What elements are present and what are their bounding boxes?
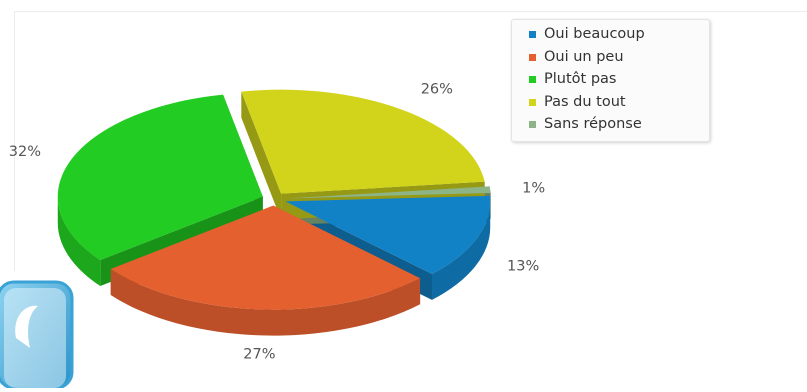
- pie-slice[interactable]: [285, 186, 491, 199]
- pie-data-label: 26%: [421, 82, 453, 98]
- pie-slice-side: [432, 201, 491, 300]
- legend-label: Plutôt pas: [544, 71, 617, 87]
- pie-slice[interactable]: [110, 205, 421, 310]
- legend-item[interactable]: Sans réponse: [529, 113, 709, 136]
- chart-area: 13% 27% 32% 26% 1% Oui beaucoup Oui un peu Plu…: [9, 11, 807, 363]
- legend-swatch: [529, 98, 536, 106]
- pie-slice[interactable]: [285, 195, 491, 274]
- pie-slice-tops: [57, 89, 491, 310]
- legend-item[interactable]: Plutôt pas: [529, 68, 709, 91]
- pie-data-label: 32%: [9, 144, 41, 160]
- legend-label: Pas du tout: [544, 93, 626, 110]
- legend-label: Oui beaucoup: [544, 26, 645, 42]
- pie-slice-side: [110, 268, 421, 336]
- legend-label: Oui un peu: [544, 48, 624, 65]
- chart-legend: Oui beaucoup Oui un peu Plutôt pas Pas du t…: [511, 19, 710, 142]
- chart-frame-left-border: [14, 11, 15, 271]
- legend-swatch: [529, 53, 536, 61]
- pie-slice-side: [57, 196, 101, 287]
- pie-slice[interactable]: [57, 94, 263, 261]
- legend-item[interactable]: Pas du tout: [529, 91, 709, 114]
- pie-data-label: 1%: [522, 181, 545, 197]
- pie-labels: 13% 27% 32% 26% 1%: [9, 82, 545, 363]
- chart-frame-top-border: [14, 11, 807, 12]
- app-logo-icon: [0, 278, 78, 390]
- pie-data-label: 27%: [243, 347, 275, 363]
- pie-slice-cut: [241, 91, 282, 220]
- legend-item[interactable]: Oui beaucoup: [529, 23, 709, 46]
- pie-data-label: 13%: [507, 258, 539, 274]
- legend-label: Sans réponse: [544, 116, 642, 132]
- legend-swatch: [529, 31, 536, 38]
- pie-chart: 13% 27% 32% 26% 1%: [9, 82, 545, 363]
- legend-swatch: [529, 76, 536, 83]
- legend-item[interactable]: Oui un peu: [529, 46, 709, 69]
- pie-slice[interactable]: [241, 89, 485, 194]
- legend-swatch: [529, 121, 536, 128]
